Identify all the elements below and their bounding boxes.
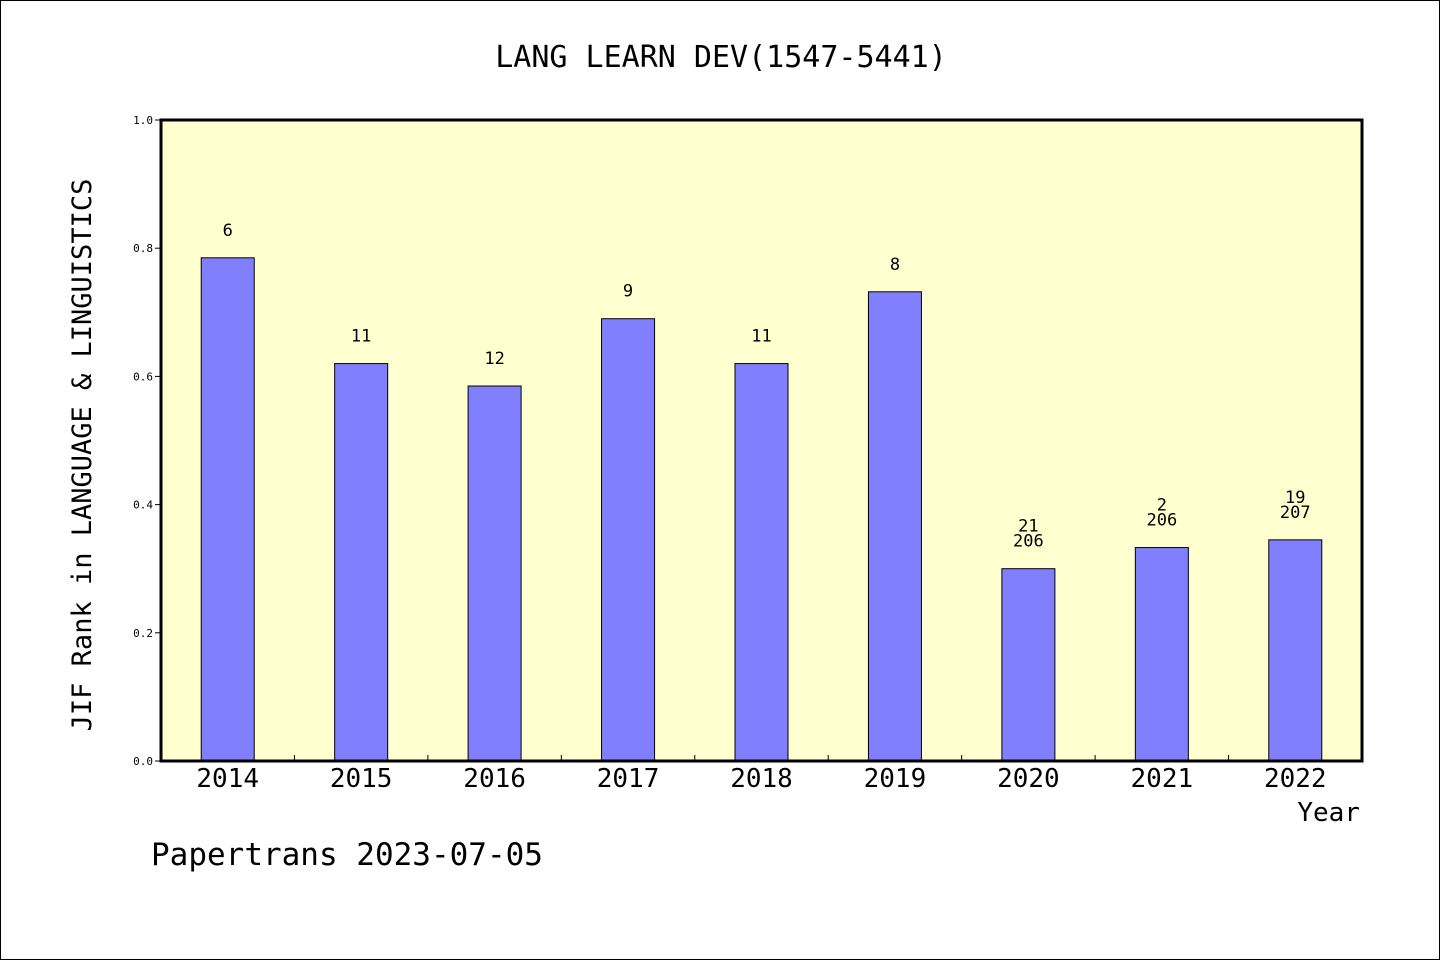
bar-data-label: 11 [351,327,371,347]
bar-data-label: 2 [1157,496,1167,516]
y-tick-label: 0.0 [133,755,153,768]
x-tick-label: 2022 [1264,764,1327,794]
bar-data-label: 207 [1280,503,1311,523]
x-tick-label: 2020 [997,764,1060,794]
y-axis: 0.0 0.2 0.4 0.6 0.8 1.0 [133,114,161,768]
bar-data-label: 206 [1013,532,1044,552]
bar-2015 [334,363,389,762]
chart-title: LANG LEARN DEV(1547-5441) [495,40,947,75]
y-tick-label: 0.6 [133,370,153,383]
x-tick-label: 2016 [463,764,526,794]
y-tick-label: 0.4 [133,499,153,512]
bar-2018 [734,363,789,762]
bar-data-label: 11 [751,327,771,347]
bar-2017 [601,318,656,762]
bar-2022 [1268,539,1323,762]
bar-data-label: 19 [1285,488,1305,508]
bar-data-label: 12 [484,349,504,369]
x-tick-label: 2014 [196,764,259,794]
bars-group [200,257,1323,762]
bar-2021 [1134,547,1189,762]
x-tick-label: 2018 [730,764,793,794]
plot-border [159,118,1364,763]
y-tick-label: 1.0 [133,114,153,127]
x-tick-label: 2019 [864,764,927,794]
x-tick-label: 2021 [1131,764,1194,794]
x-axis-label: Year [1297,798,1360,828]
y-tick-label: 0.2 [133,627,153,640]
x-tick-label: 2017 [597,764,660,794]
bar-2016 [467,385,522,762]
x-tick-label: 2015 [330,764,393,794]
x-axis: 2014 2015 2016 2017 2018 2019 2020 2021 2022 [196,755,1327,794]
footer-text: Papertrans 2023-07-05 [151,837,543,873]
bar-data-label: 206 [1146,511,1177,531]
bar-data-label: 21 [1018,517,1038,537]
bar-data-label: 9 [623,282,633,302]
y-tick-label: 0.8 [133,242,153,255]
y-axis-label: JIF Rank in LANGUAGE & LINGUISTICS [67,179,98,732]
bar-2014 [200,257,255,762]
bar-2020 [1001,568,1056,762]
bar-2019 [867,291,922,762]
bar-data-label: 8 [890,255,900,275]
bar-data-label: 6 [223,221,233,241]
